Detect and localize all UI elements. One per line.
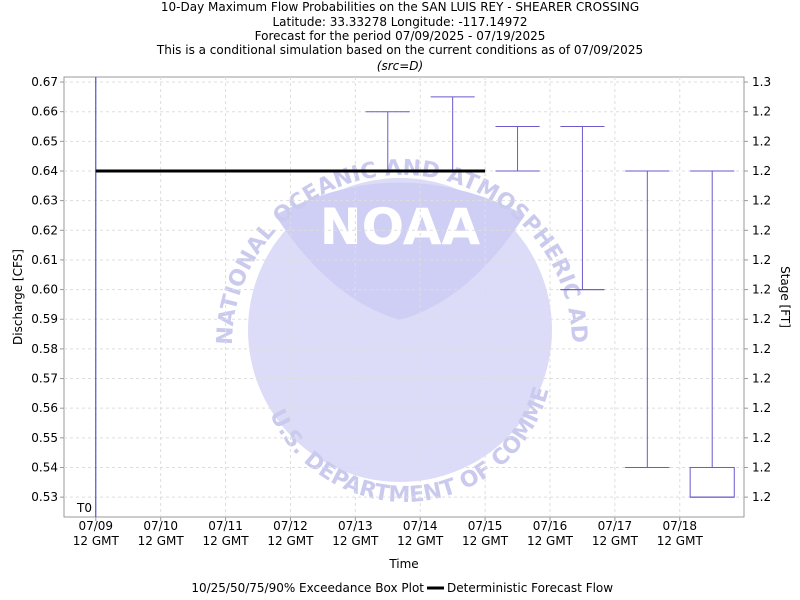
y-tick-label: 0.54 — [31, 460, 58, 474]
y-tick-label: 0.53 — [31, 490, 58, 504]
x-axis-label: Time — [388, 557, 418, 571]
chart-title: 10-Day Maximum Flow Probabilities on the… — [161, 0, 639, 14]
y-tick-label: 0.61 — [31, 253, 58, 267]
x-tick-label: 07/18 12 GMT — [656, 519, 703, 548]
y2-tick-label: 1.2 — [752, 431, 771, 445]
y2-tick-label: 1.2 — [752, 342, 771, 356]
source: (src=D) — [377, 59, 423, 73]
plot-frame — [63, 76, 745, 518]
y2-tick-label: 1.2 — [752, 372, 771, 386]
y2-tick-label: 1.2 — [752, 490, 771, 504]
y-tick-label: 0.66 — [31, 105, 58, 119]
x-tick-label: 07/13 12 GMT — [332, 519, 379, 548]
y-tick-label: 0.62 — [31, 223, 58, 237]
y2-tick-label: 1.2 — [752, 401, 771, 415]
x-tick-label: 07/11 12 GMT — [202, 519, 249, 548]
y2-tick-label: 1.2 — [752, 312, 771, 326]
box — [689, 466, 735, 498]
y-tick-label: 0.59 — [31, 312, 58, 326]
x-tick-label: 07/15 12 GMT — [462, 519, 509, 548]
y-tick-label: 0.67 — [31, 75, 58, 89]
watermark: NOAA NATIONAL OCEANIC AND ATMOSPHERIC AD… — [0, 0, 591, 508]
x-tick-label: 07/12 12 GMT — [267, 519, 314, 548]
y2-tick-label: 1.2 — [752, 164, 771, 178]
y-tick-label: 0.65 — [31, 134, 58, 148]
y-tick-label: 0.55 — [31, 431, 58, 445]
y2-tick-label: 1.2 — [752, 194, 771, 208]
y2-tick-label: 1.2 — [752, 134, 771, 148]
subtitle: Forecast for the period 07/09/2025 - 07/… — [255, 29, 546, 43]
y-tick-label: 0.63 — [31, 194, 58, 208]
x-tick-label: 07/17 12 GMT — [591, 519, 638, 548]
y-tick-label: 0.57 — [31, 372, 58, 386]
x-tick-label: 07/10 12 GMT — [137, 519, 184, 548]
y-tick-label: 0.64 — [31, 164, 58, 178]
watermark-cap — [275, 182, 525, 320]
y2-tick-label: 1.2 — [752, 460, 771, 474]
subtitle: This is a conditional simulation based o… — [156, 43, 643, 57]
y2-tick-label: 1.2 — [752, 105, 771, 119]
x-tick-label: 07/16 12 GMT — [526, 519, 574, 548]
x-tick-label: 07/09 12 GMT — [72, 519, 119, 548]
y-tick-label: 0.58 — [31, 342, 58, 356]
y2-tick-label: 1.2 — [752, 253, 771, 267]
x-tick-label: 07/14 12 GMT — [397, 519, 444, 548]
y2-tick-label: 1.2 — [752, 283, 771, 297]
y-axis-label: Discharge [CFS] — [11, 249, 25, 345]
y-tick-label: 0.60 — [31, 283, 58, 297]
subtitle: Latitude: 33.33278 Longitude: -117.14972 — [272, 15, 527, 29]
annotation: T0 — [76, 501, 92, 515]
y-tick-label: 0.56 — [31, 401, 58, 415]
y2-tick-label: 1.2 — [752, 223, 771, 237]
y2-axis-label: Stage [FT] — [778, 266, 792, 328]
legend-label: Deterministic Forecast Flow — [447, 581, 613, 595]
legend-label: 10/25/50/75/90% Exceedance Box Plot — [191, 581, 424, 595]
watermark-center: NOAA — [320, 198, 481, 256]
y2-tick-label: 1.3 — [752, 75, 771, 89]
